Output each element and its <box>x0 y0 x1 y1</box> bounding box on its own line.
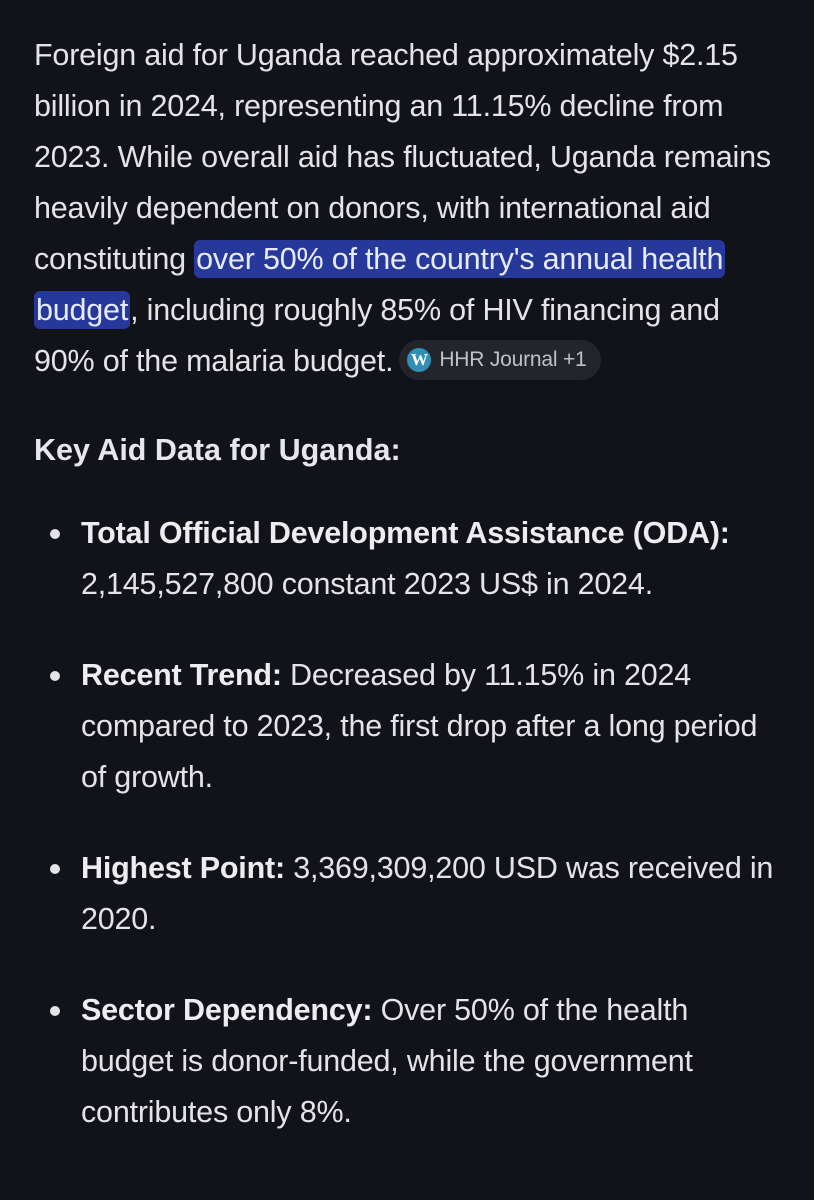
list-item: Recent Trend: Decreased by 11.15% in 202… <box>34 650 780 803</box>
fact-text: 3,369,309,200 USD was received in 2020. <box>81 851 774 936</box>
fact-label: Sector Dependency: <box>81 993 373 1027</box>
citation-chip[interactable]: W HHR Journal +1 <box>399 339 601 380</box>
response-container: Foreign aid for Uganda reached approxima… <box>34 30 780 1138</box>
intro-text: Foreign aid for Uganda reached approxima… <box>34 38 771 276</box>
intro-text-continued: , including roughly 85% of HIV financing… <box>34 293 720 378</box>
wordpress-icon: W <box>407 347 432 372</box>
intro-paragraph: Foreign aid for Uganda reached approxima… <box>34 30 780 387</box>
fact-text: 2,145,527,800 constant 2023 US$ in 2024. <box>81 567 653 601</box>
list-item: Sector Dependency: Over 50% of the healt… <box>34 985 780 1138</box>
list-item: Highest Point: 3,369,309,200 USD was rec… <box>34 843 780 945</box>
fact-label: Total Official Development Assistance (O… <box>81 516 730 550</box>
section-heading: Key Aid Data for Uganda: <box>34 433 401 467</box>
fact-label: Recent Trend: <box>81 658 282 692</box>
fact-text: Decreased by 11.15% in 2024 compared to … <box>81 658 758 794</box>
fact-label: Highest Point: <box>81 851 285 885</box>
citation-label: HHR Journal +1 <box>439 348 587 372</box>
fact-text: Over 50% of the health budget is donor-f… <box>81 993 693 1129</box>
list-item: Total Official Development Assistance (O… <box>34 508 780 610</box>
facts-list: Total Official Development Assistance (O… <box>34 508 780 1138</box>
